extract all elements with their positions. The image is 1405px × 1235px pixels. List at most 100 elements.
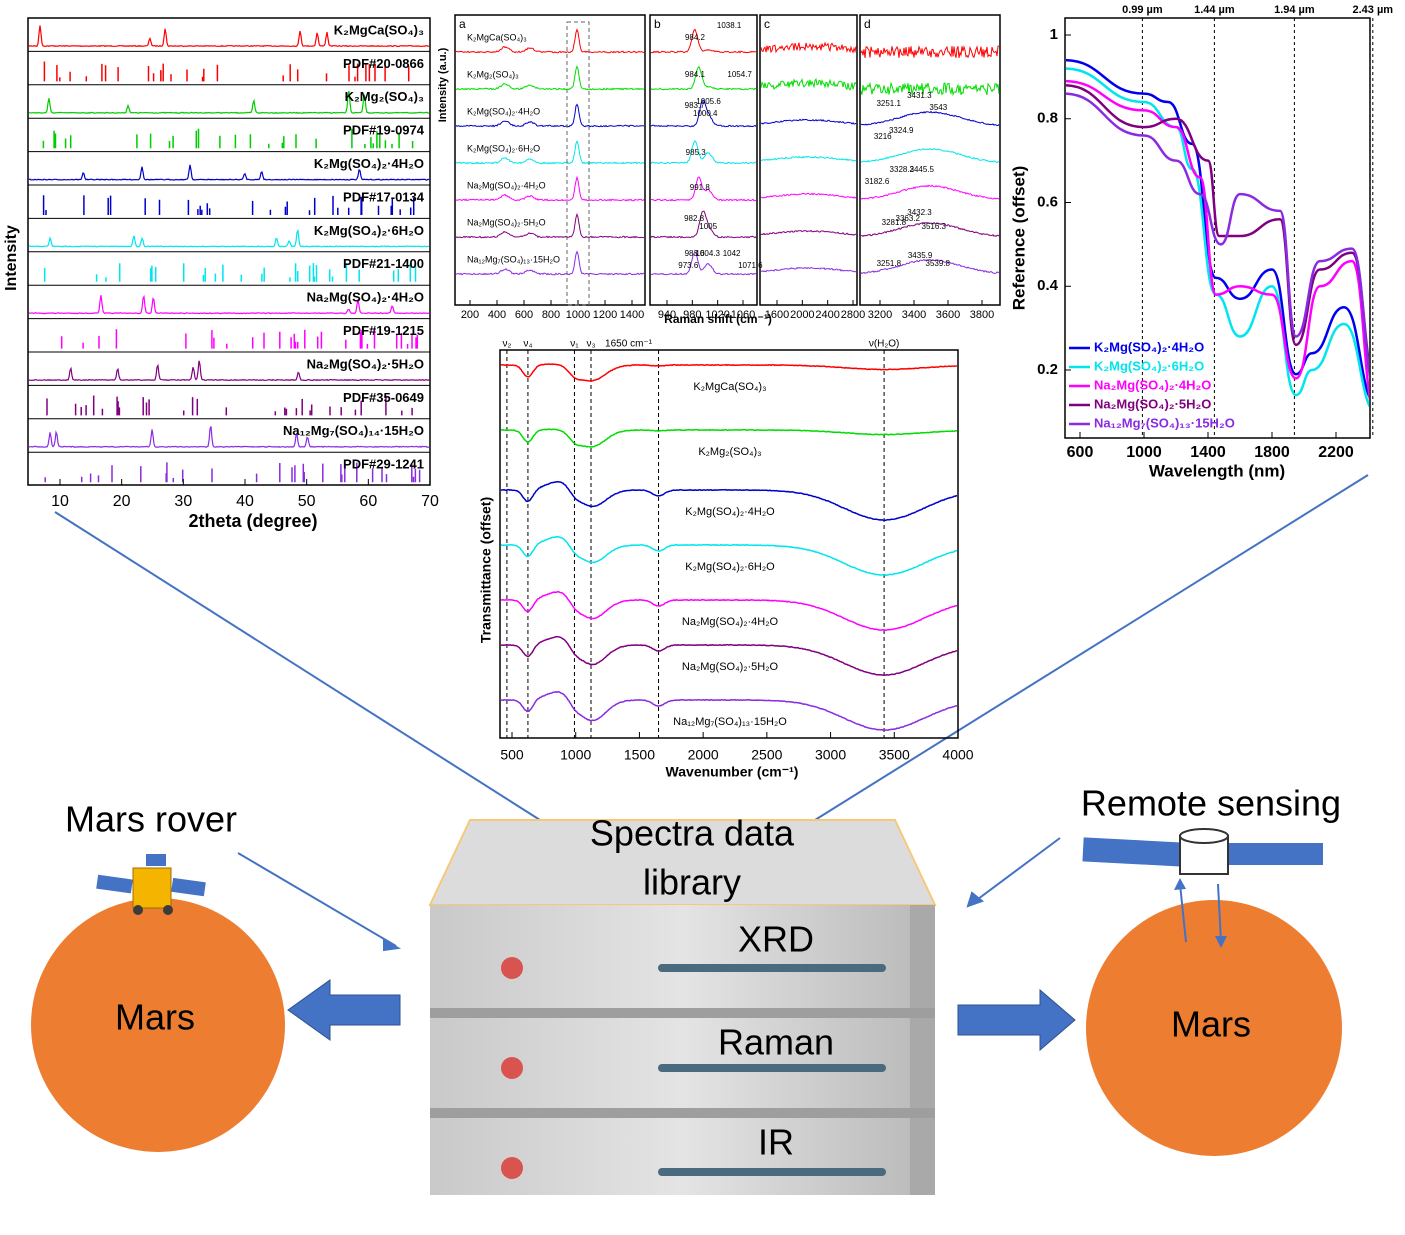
y-tick-label: 0.2 [1037, 361, 1058, 378]
band-label: ν₁ [570, 339, 579, 350]
xrd-reference [46, 395, 413, 416]
ir-spectrum [500, 535, 957, 577]
rover [96, 854, 206, 915]
raman-spectrum [650, 210, 757, 239]
row-label: K₂Mg(SO₄)₂·4H₂O [314, 156, 424, 171]
raman-spectrum [650, 176, 757, 202]
x-axis-title: 2theta (degree) [188, 511, 317, 531]
legend-label: K₂Mg(SO₄)₂·6H₂O [1094, 358, 1204, 373]
server [428, 819, 937, 1195]
raman-spectrum [760, 118, 857, 125]
satellite [1082, 828, 1323, 948]
ir-spectrum [500, 480, 958, 521]
x-tick-label: 30 [174, 493, 192, 510]
legend-label: Na₁₂Mg₇(SO₄)₁₃·15H₂O [1094, 415, 1235, 430]
y-axis-title: Intensity (a.u.) [437, 47, 449, 122]
raman-spectrum [860, 258, 1000, 275]
row-label: PDF#17-0134 [343, 189, 425, 204]
panel-letter: b [654, 17, 661, 31]
x-tick-label: 1600 [765, 309, 789, 321]
raman-spectrum [455, 28, 645, 54]
x-tick-label: 1500 [624, 747, 655, 763]
y-tick-label: 0.4 [1037, 277, 1059, 294]
xrd-reference [60, 329, 419, 349]
x-tick-label: 20 [113, 493, 131, 510]
panel-letter: d [864, 17, 871, 31]
y-tick-label: 1 [1050, 26, 1058, 43]
peak-label: 985.3 [686, 148, 707, 157]
band-label: ν(H₂O) [869, 339, 900, 350]
ir-spectrum [500, 635, 958, 676]
raman-spectrum [650, 28, 757, 54]
plot-frame [759, 14, 858, 306]
peak-label: 1071.6 [738, 261, 763, 270]
xrd-pattern [28, 360, 430, 382]
legend-label: Na₂Mg(SO₄)₂·5H₂O [1094, 396, 1211, 411]
nir-spectrum [1066, 92, 1369, 377]
x-tick-label: 980 [683, 309, 701, 321]
peak-label: 3432.3 [907, 208, 932, 217]
band-label: 1650 cm⁻¹ [605, 339, 653, 350]
x-tick-label: 2500 [751, 747, 782, 763]
row-label: PDF#20-0866 [343, 56, 424, 71]
band-label: 1.94 µm [1274, 4, 1315, 16]
x-tick-label: 200 [461, 309, 479, 321]
xrd-reference [44, 462, 421, 483]
x-tick-label: 2000 [688, 747, 719, 763]
panel-letter: c [764, 17, 770, 31]
xrd-pattern [28, 426, 430, 448]
x-tick-label: 940 [658, 309, 676, 321]
row-label: Na₂Mg(SO₄)₂·5H₂O [307, 356, 424, 371]
nir-spectrum [1066, 79, 1369, 401]
row-label: Na₁₂Mg₇(SO₄)₁₄·15H₂O [283, 423, 424, 438]
sample-label: Na₂Mg(SO₄)₂·4H₂O [682, 616, 779, 628]
raman-spectrum [760, 41, 857, 54]
raman-spectrum [650, 251, 757, 276]
peak-label: 984.2 [685, 33, 706, 42]
arrow-right [957, 988, 1076, 1052]
xrd-pattern [28, 90, 430, 114]
row-label: PDF#35-0649 [343, 390, 424, 405]
band-label: 2.43 µm [1353, 4, 1394, 16]
peak-label: 991.8 [690, 183, 711, 192]
panel-letter: a [459, 17, 466, 31]
library-label: Spectra data [590, 813, 795, 854]
peak-label: 983.6 [685, 249, 706, 258]
x-tick-label: 3400 [902, 309, 926, 321]
raman-spectrum [455, 212, 645, 239]
peak-label: 3516.3 [922, 222, 947, 231]
peak-label: 3251.1 [876, 99, 901, 108]
x-tick-label: 3800 [970, 309, 994, 321]
nir-spectrum [1066, 84, 1369, 370]
x-tick-label: 2800 [841, 309, 865, 321]
peak-label: 3216 [874, 132, 892, 141]
x-tick-label: 60 [359, 493, 377, 510]
y-axis-title: Transmittance (offset) [478, 497, 494, 643]
sample-label: K₂MgCa(SO₄)₃ [467, 32, 527, 42]
peak-label: 3324.9 [889, 126, 914, 135]
raman-spectrum [860, 44, 1000, 59]
sample-label: K₂Mg₂(SO₄)₃ [698, 446, 761, 458]
x-tick-label: 40 [236, 493, 254, 510]
peak-label: 1054.7 [727, 70, 752, 79]
peak-label: 1000.4 [693, 109, 718, 118]
peak-label: 3431.3 [907, 91, 932, 100]
x-tick-label: 1020 [705, 309, 729, 321]
peak-label: 983.7 [685, 101, 706, 110]
x-tick-label: 3200 [868, 309, 892, 321]
sample-label: Na₁₂Mg₇(SO₄)₁₃·15H₂O [467, 254, 560, 264]
x-tick-label: 600 [1067, 444, 1094, 461]
row-label: PDF#29-1241 [343, 457, 424, 472]
row-label: PDF#21-1400 [343, 256, 424, 271]
sample-label: K₂Mg(SO₄)₂·4H₂O [685, 506, 775, 518]
raman-spectrum [760, 266, 857, 273]
row-label: PDF#19-0974 [343, 123, 425, 138]
band-label: ν₄ [523, 339, 532, 350]
ir-spectrum [500, 691, 957, 732]
x-tick-label: 3500 [879, 747, 910, 763]
x-tick-label: 2000 [790, 309, 814, 321]
connectors [54, 474, 1369, 952]
layer-label: XRD [738, 919, 814, 960]
peak-label: 3363.2 [896, 214, 921, 223]
